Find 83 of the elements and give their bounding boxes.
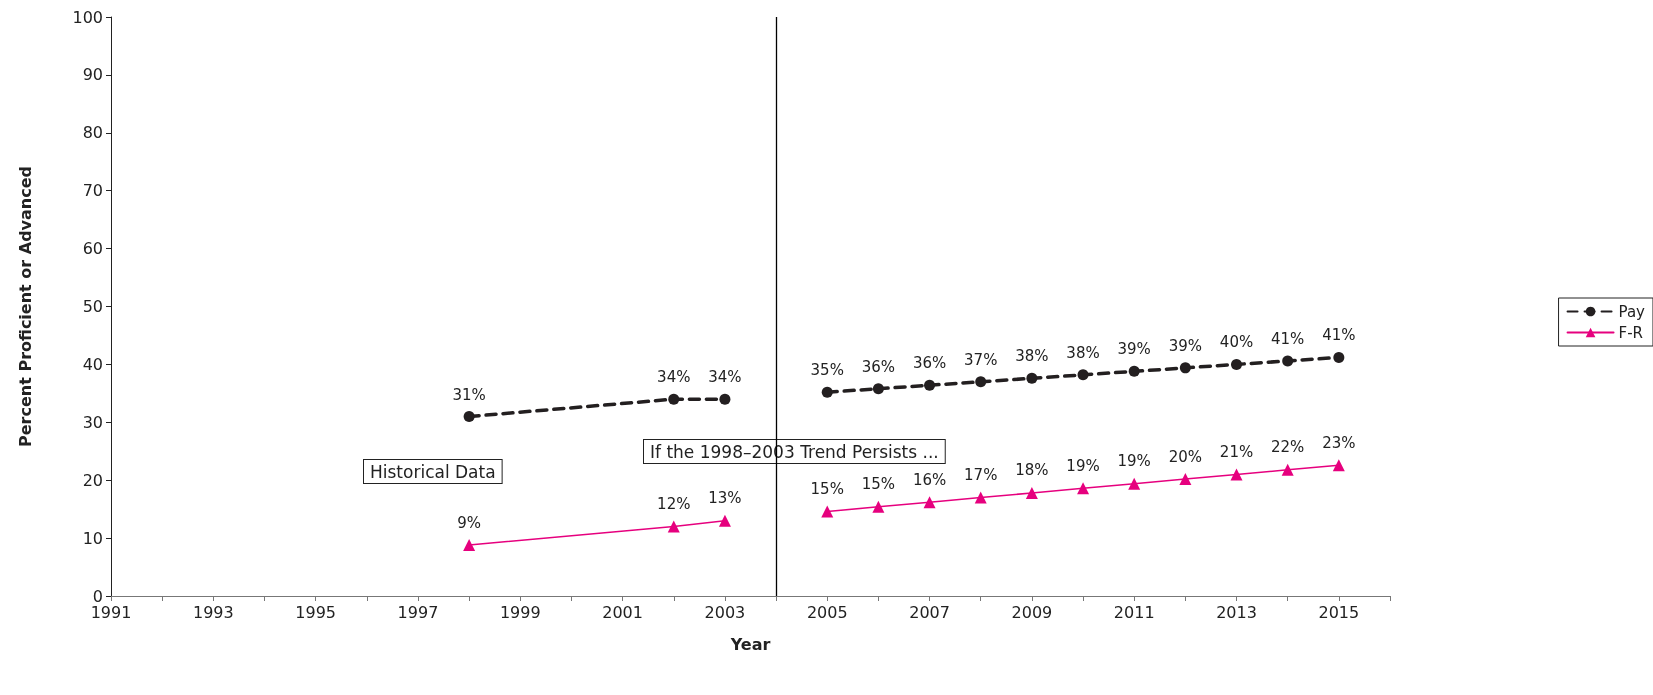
point xyxy=(1128,365,1140,377)
x-tick-label: 2015 xyxy=(1318,602,1360,622)
point xyxy=(923,496,936,509)
x-tick-label: 2013 xyxy=(1216,602,1257,622)
data-label: 41% xyxy=(1271,329,1305,348)
point xyxy=(463,539,476,552)
data-label: 36% xyxy=(861,357,896,376)
x-tick-label: 1993 xyxy=(192,602,234,622)
x-tick-label: 1999 xyxy=(499,602,541,622)
y-tick-label: 90 xyxy=(82,65,103,85)
point xyxy=(975,376,987,388)
data-label: 15% xyxy=(810,479,844,498)
data-label: 9% xyxy=(457,513,482,532)
point xyxy=(1128,477,1141,490)
point xyxy=(821,386,833,398)
data-label: 18% xyxy=(1015,461,1049,480)
x-tick-label: 2007 xyxy=(909,602,950,622)
data-label: 37% xyxy=(964,350,998,369)
point xyxy=(1077,482,1090,495)
x-tick-label: 2005 xyxy=(806,602,848,622)
data-label: 38% xyxy=(1066,343,1100,362)
data-label: 22% xyxy=(1271,438,1305,457)
data-label: 16% xyxy=(912,470,947,489)
data-label: 36% xyxy=(912,354,947,373)
x-tick-label: 2003 xyxy=(704,602,746,622)
data-label: 19% xyxy=(1117,452,1151,471)
point xyxy=(1231,358,1243,370)
y-tick-label: 80 xyxy=(82,123,103,143)
data-label: 21% xyxy=(1219,442,1254,461)
data-label: 35% xyxy=(810,361,844,380)
x-tick-label: 2011 xyxy=(1113,602,1155,622)
data-label: 34% xyxy=(708,368,742,387)
data-label: 12% xyxy=(657,495,691,514)
point xyxy=(1077,369,1089,381)
x-tick-label: 1995 xyxy=(295,602,336,622)
point xyxy=(872,383,884,395)
data-label: 23% xyxy=(1322,433,1356,452)
point xyxy=(821,505,834,518)
data-label: 15% xyxy=(861,475,896,494)
point xyxy=(667,520,680,533)
data-label: 17% xyxy=(964,466,998,485)
data-label: 34% xyxy=(657,368,691,387)
point xyxy=(1026,372,1038,384)
point xyxy=(1179,362,1191,374)
point xyxy=(463,411,475,423)
point xyxy=(1230,468,1243,481)
x-axis-title: Year xyxy=(729,634,771,654)
data-label: 38% xyxy=(1015,347,1049,366)
point xyxy=(1281,463,1294,476)
data-label: 19% xyxy=(1066,456,1100,475)
y-tick-label: 30 xyxy=(82,412,103,432)
point xyxy=(1332,459,1345,472)
y-tick-label: 60 xyxy=(82,239,103,259)
point xyxy=(1025,486,1038,499)
point xyxy=(719,393,731,405)
annotation: Historical Data xyxy=(370,461,496,482)
y-tick-label: 100 xyxy=(72,7,103,27)
x-tick-label: 1997 xyxy=(397,602,439,622)
data-label: 20% xyxy=(1168,447,1203,466)
legend-label: Pay xyxy=(1618,302,1646,321)
y-tick-label: 20 xyxy=(82,470,103,490)
point xyxy=(668,393,680,405)
y-tick-label: 40 xyxy=(82,354,103,374)
data-label: 31% xyxy=(452,385,486,404)
y-axis-title: Percent Proficient or Advanced xyxy=(15,165,35,448)
y-tick-label: 10 xyxy=(82,528,103,548)
data-label: 39% xyxy=(1117,340,1151,359)
data-label: 40% xyxy=(1219,333,1254,352)
point xyxy=(924,379,936,391)
point xyxy=(718,514,731,527)
point xyxy=(1333,351,1345,363)
data-label: 41% xyxy=(1322,326,1356,345)
x-tick-label: 2001 xyxy=(602,602,643,622)
data-label: 39% xyxy=(1168,336,1203,355)
y-tick-label: 50 xyxy=(82,297,103,316)
x-tick-label: 2009 xyxy=(1011,602,1053,622)
data-label: 13% xyxy=(708,489,742,508)
point xyxy=(1282,355,1294,367)
legend-label: F-R xyxy=(1618,323,1644,342)
y-tick-label: 70 xyxy=(82,181,103,201)
point xyxy=(974,491,987,504)
point xyxy=(872,500,885,513)
point xyxy=(1179,473,1192,486)
